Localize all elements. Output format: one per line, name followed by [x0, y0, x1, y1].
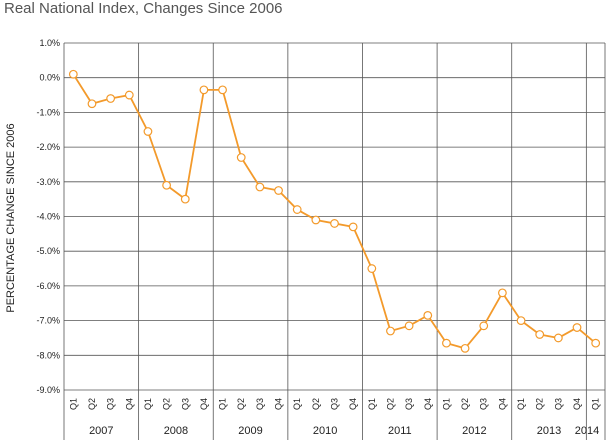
x-tick-label: Q1: [68, 398, 78, 410]
x-tick-label: Q4: [348, 398, 358, 410]
data-point: [348, 222, 358, 232]
y-tick-label: -9.0%: [36, 385, 60, 395]
x-tick-label: Q4: [124, 398, 134, 410]
data-point: [553, 333, 563, 343]
x-tick-label: Q4: [497, 398, 507, 410]
data-point: [162, 180, 172, 190]
data-point: [255, 182, 265, 192]
year-label: 2007: [89, 425, 113, 437]
data-point: [236, 153, 246, 162]
data-point: [591, 338, 601, 348]
series-line-path: [72, 73, 597, 350]
series-line: [72, 73, 597, 350]
data-point: [68, 69, 78, 79]
x-tick-label: Q3: [106, 398, 116, 410]
x-tick-label: Q2: [236, 398, 246, 410]
x-tick-label: Q3: [180, 398, 190, 410]
y-tick-label: -1.0%: [36, 107, 60, 117]
series-markers: [68, 69, 601, 353]
year-label: 2009: [238, 425, 262, 437]
year-label: 2013: [537, 425, 561, 437]
data-point: [572, 323, 582, 332]
data-point: [274, 186, 283, 195]
data-point: [106, 94, 116, 103]
x-tick-label: Q3: [255, 398, 265, 410]
data-point: [180, 194, 190, 204]
data-point: [535, 330, 545, 339]
x-tick-label: Q1: [367, 398, 377, 410]
grid: [63, 42, 606, 440]
x-tick-label: Q4: [274, 398, 284, 410]
x-tick-label: Q1: [143, 398, 153, 410]
x-tick-label: Q1: [516, 398, 526, 410]
x-tick-label: Q4: [423, 398, 433, 410]
data-point: [516, 316, 526, 326]
year-label: 2010: [313, 425, 337, 437]
x-tick-label: Q1: [441, 398, 451, 410]
y-tick-label: -3.0%: [36, 177, 60, 187]
x-tick-label: Q2: [460, 398, 470, 410]
x-axis-ticks: Q1 Q2 Q3 Q4 Q1 Q2 Q3 Q4 Q1 Q2 Q3 Q4 Q1 Q2 Q3 Q4 Q1 Q2 Q3 Q4…: [68, 398, 600, 437]
x-tick-label: Q3: [479, 398, 489, 410]
x-tick-label: Q2: [162, 398, 172, 410]
year-label: 2012: [462, 425, 486, 437]
data-point: [218, 85, 227, 95]
y-tick-label: -6.0%: [36, 281, 60, 291]
x-tick-label: Q3: [330, 398, 340, 410]
y-tick-label: -8.0%: [36, 350, 60, 360]
year-label: 2011: [388, 425, 412, 437]
y-tick-label: -2.0%: [36, 142, 60, 152]
year-label: 2014: [575, 425, 599, 437]
year-label: 2008: [164, 425, 188, 437]
x-tick-label: Q2: [535, 398, 545, 410]
x-tick-label: Q1: [591, 398, 601, 410]
data-point: [143, 127, 153, 136]
y-axis-ticks: 1.0% 0.0% -1.0% -2.0% -3.0% -4.0% -5.0% -6.0% -7…: [36, 38, 60, 395]
chart-title: Real National Index, Changes Since 2006: [4, 0, 283, 17]
x-tick-label: Q2: [311, 398, 321, 410]
y-tick-label: -7.0%: [36, 316, 60, 326]
data-point: [460, 343, 470, 353]
x-tick-label: Q1: [292, 398, 302, 410]
data-point: [442, 338, 451, 348]
data-point: [292, 205, 302, 214]
data-point: [479, 321, 489, 331]
x-tick-label: Q1: [218, 398, 228, 410]
x-tick-label: Q4: [199, 398, 209, 410]
data-point: [386, 326, 395, 336]
data-point: [367, 264, 377, 273]
x-tick-label: Q3: [553, 398, 563, 410]
data-point: [423, 310, 433, 320]
x-tick-label: Q3: [404, 398, 414, 410]
data-point: [404, 321, 414, 331]
data-point: [330, 219, 339, 228]
x-tick-label: Q4: [572, 398, 582, 410]
y-tick-label: 0.0%: [39, 73, 60, 83]
x-tick-label: Q2: [87, 398, 97, 410]
data-point: [311, 215, 321, 225]
y-tick-label: -5.0%: [36, 246, 60, 256]
y-axis-label: PERCENTAGE CHANGE SINCE 2006: [5, 123, 17, 312]
y-tick-label: -4.0%: [36, 212, 60, 222]
data-point: [199, 85, 209, 95]
data-point: [124, 90, 134, 100]
data-point: [497, 288, 507, 298]
data-point: [87, 99, 97, 109]
x-tick-label: Q2: [385, 398, 395, 410]
y-tick-label: 1.0%: [39, 38, 60, 48]
